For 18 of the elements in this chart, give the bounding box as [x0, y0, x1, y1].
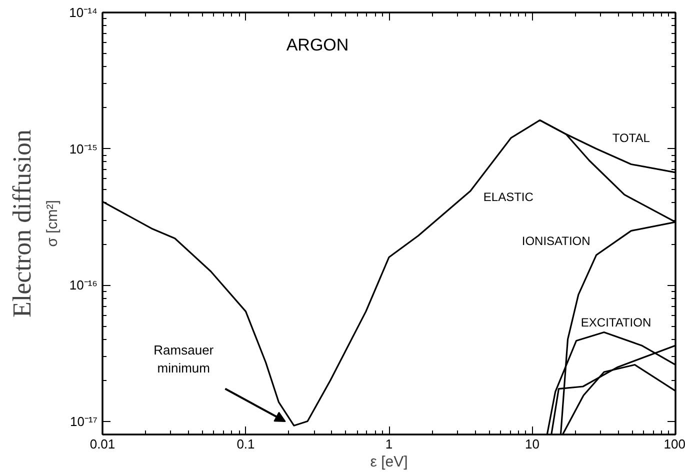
y-tick-label: 10⁻¹⁴	[69, 5, 98, 20]
x-tick-label: 10	[525, 436, 540, 452]
text: Electron diffusion	[8, 130, 36, 318]
annotation: Ramsauer minimum	[154, 342, 214, 376]
x-axis-title: ε [eV]	[370, 454, 408, 470]
text: ARGON	[286, 36, 349, 54]
x-tick-label: 100	[664, 436, 685, 452]
annotation: EXCITATION	[580, 315, 652, 330]
x-tick-label: 0.01	[90, 436, 116, 452]
series-label: IONISATION	[522, 234, 590, 248]
y-tick-label: 10⁻¹⁷	[70, 414, 98, 429]
x-tick-label: 0.1	[236, 436, 255, 452]
y-axis-title: σ [cm²]	[44, 200, 62, 247]
y-tick-label: 10⁻¹⁵	[69, 141, 98, 156]
y-tick-label: 10⁻¹⁶	[69, 278, 98, 293]
series-label: ELASTIC	[483, 190, 534, 204]
series-label: TOTAL	[612, 131, 650, 146]
x-tick-label: 1	[385, 436, 393, 452]
